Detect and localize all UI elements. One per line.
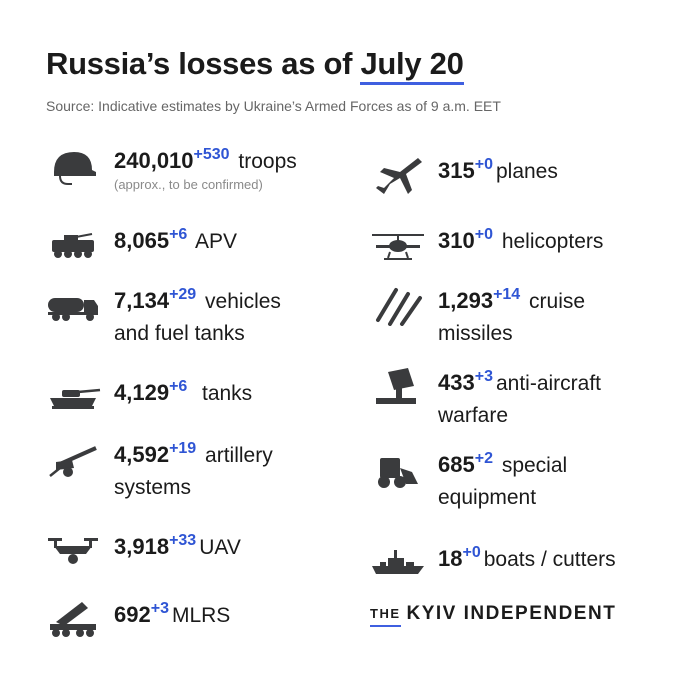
anti-aircraft-icon: [370, 368, 426, 408]
loader-icon: [370, 450, 426, 490]
stat-mlrs: 692+3 MLRS: [46, 600, 230, 640]
label: troops: [238, 150, 297, 173]
label: cruise: [529, 290, 586, 313]
boat-icon: [370, 544, 426, 584]
label-line2: missiles: [438, 322, 513, 345]
stat-missiles: 1,293+14 cruise missiles: [370, 286, 585, 349]
value: 240,010: [114, 148, 194, 173]
delta: +0: [474, 226, 493, 243]
label-line2: equipment: [438, 486, 537, 509]
delta: +0: [474, 156, 493, 173]
drone-icon: [46, 532, 102, 572]
stat-helicopters: 310+0 helicopters: [370, 226, 603, 266]
value: 315: [438, 158, 475, 183]
tank-icon: [46, 378, 102, 418]
apv-icon: [46, 226, 102, 266]
value: 685: [438, 452, 475, 477]
delta: +33: [169, 532, 197, 549]
value: 4,129: [114, 380, 170, 405]
stat-vehicles: 7,134+29 vehicles and fuel tanks: [46, 286, 281, 349]
logo-name: KYIV INDEPENDENT: [406, 603, 617, 624]
delta: +19: [169, 440, 197, 457]
stat-artillery: 4,592+19 artillery systems: [46, 440, 273, 503]
stat-boats: 18+0 boats / cutters: [370, 544, 616, 584]
fuel-truck-icon: [46, 286, 102, 326]
value: 4,592: [114, 442, 170, 467]
value: 18: [438, 546, 463, 571]
helicopter-icon: [370, 226, 426, 266]
stat-apv: 8,065+6 APV: [46, 226, 237, 266]
label-line2: and fuel tanks: [114, 322, 245, 345]
value: 7,134: [114, 288, 170, 313]
label: UAV: [199, 536, 241, 559]
value: 692: [114, 602, 151, 627]
kyiv-independent-logo: THE KYIV INDEPENDENT: [370, 603, 616, 625]
delta: +14: [493, 286, 521, 303]
logo-the: THE: [370, 606, 401, 621]
mlrs-icon: [46, 600, 102, 640]
delta: +530: [193, 146, 230, 163]
delta: +6: [169, 378, 188, 395]
label-line2: warfare: [438, 404, 509, 427]
value: 8,065: [114, 228, 170, 253]
label: anti-aircraft: [495, 372, 601, 395]
artillery-icon: [46, 440, 102, 480]
page-title: Russia’s losses as of July 20: [46, 46, 464, 85]
value: 433: [438, 370, 475, 395]
stat-tanks: 4,129+6 tanks: [46, 378, 252, 418]
helmet-icon: [46, 146, 102, 186]
delta: +3: [150, 600, 169, 617]
label: tanks: [201, 382, 253, 405]
title-date: July 20: [360, 46, 464, 85]
delta: +29: [169, 286, 197, 303]
title-prefix: Russia’s losses as of: [46, 46, 353, 81]
plane-icon: [370, 156, 426, 196]
label: helicopters: [501, 230, 604, 253]
label: planes: [495, 160, 558, 183]
stat-planes: 315+0 planes: [370, 156, 558, 196]
label: artillery: [205, 444, 273, 467]
label: MLRS: [171, 604, 231, 627]
label-line2: systems: [114, 476, 192, 499]
delta: +3: [474, 368, 493, 385]
delta: +0: [462, 544, 481, 561]
value: 1,293: [438, 288, 494, 313]
label: vehicles: [205, 290, 281, 313]
value: 3,918: [114, 534, 170, 559]
label: special: [501, 454, 568, 477]
label: APV: [195, 230, 238, 253]
stat-special-equipment: 685+2 special equipment: [370, 450, 567, 513]
note: (approx., to be confirmed): [114, 177, 263, 192]
delta: +6: [169, 226, 188, 243]
source-note: Source: Indicative estimates by Ukraine’…: [46, 98, 501, 114]
stat-uav: 3,918+33 UAV: [46, 532, 241, 572]
missiles-icon: [370, 286, 426, 326]
value: 310: [438, 228, 475, 253]
delta: +2: [474, 450, 493, 467]
stat-anti-aircraft: 433+3 anti-aircraft warfare: [370, 368, 601, 431]
stat-troops: 240,010+530 troops (approx., to be confi…: [46, 146, 297, 193]
label: boats / cutters: [483, 548, 616, 571]
